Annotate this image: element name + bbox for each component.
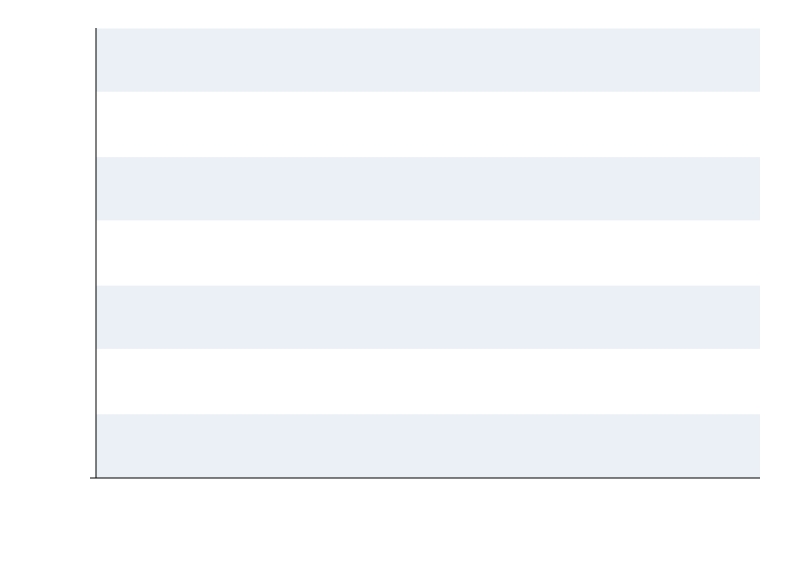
chart-container [0,0,796,578]
chart-svg [0,0,796,578]
